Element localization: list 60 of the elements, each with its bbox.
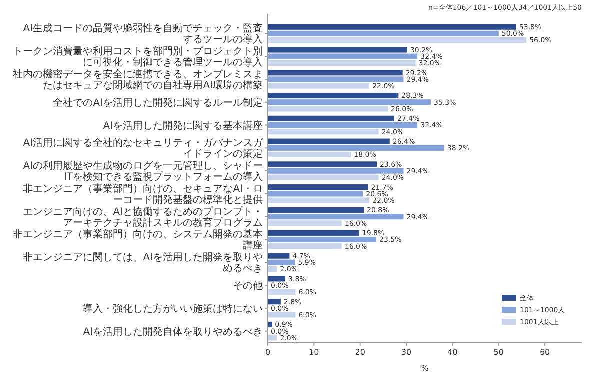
bar xyxy=(268,138,390,144)
x-tick-label: 0 xyxy=(265,348,271,357)
y-tick-label: 非エンジニアに関しては、AIを活用した開発を取りやめるべき xyxy=(23,252,263,275)
bar xyxy=(268,100,432,106)
x-tick-label: 40 xyxy=(448,348,458,357)
bar xyxy=(268,253,290,259)
bar xyxy=(268,162,377,168)
bar xyxy=(268,168,404,174)
y-tick-label: AIを活用した開発に関する基本講座 xyxy=(103,120,263,132)
y-tick-label: 社内の機密データを安全に連携できる、オンプレミスまたはセキュアな閉域網での自社専用AI環境の構築 xyxy=(13,68,263,92)
bar xyxy=(268,145,444,151)
bar xyxy=(268,289,296,295)
x-tick-label: 20 xyxy=(355,348,366,357)
bar xyxy=(268,152,352,158)
bar xyxy=(268,191,364,197)
bar xyxy=(268,129,379,135)
bar xyxy=(268,266,278,272)
x-tick-label: 10 xyxy=(309,348,320,357)
bar xyxy=(268,198,370,204)
y-tick-label: その他 xyxy=(233,280,263,292)
y-tick-label: 全社でのAIを活用した開発に関するルール制定 xyxy=(53,96,263,109)
bar xyxy=(268,214,404,220)
bar xyxy=(268,207,364,214)
bar xyxy=(268,24,516,30)
y-tick-label: トークン消費量や利用コストを部門別・プロジェクト別に可視化・制御できる管理ツールの導入 xyxy=(13,46,263,69)
bar xyxy=(268,312,296,318)
bar xyxy=(268,116,395,122)
bar xyxy=(268,236,377,243)
y-tick-label: AI活用に関する全社的なセキュリティ・ガバナンスガイドラインの策定 xyxy=(23,137,264,160)
bar xyxy=(268,244,342,250)
x-tick-label: 50 xyxy=(494,348,504,357)
bar xyxy=(268,60,416,66)
y-tick-label: AI生成コードの品質や脆弱性を自動でチェック・監査するツールの導入 xyxy=(23,22,263,46)
bar xyxy=(268,299,281,305)
y-tick-label: 非エンジニア（事業部門）向けの、セキュアなAI・ローコード開発基盤の標準化と提供 xyxy=(23,182,263,206)
y-tick-label: AIを活用した開発自体を取りやめるべき xyxy=(83,326,263,338)
bar xyxy=(268,30,499,36)
x-axis-title: % xyxy=(421,364,430,373)
y-tick-label: 導入・強化した方がいい施策は特にない xyxy=(83,302,263,315)
bar xyxy=(268,83,370,89)
bar xyxy=(268,230,360,236)
bar xyxy=(268,37,527,44)
bar xyxy=(268,106,388,112)
bar xyxy=(268,122,418,128)
x-tick-label: 30 xyxy=(401,348,412,357)
y-tick-label: 非エンジニア（事業部門）向けの、システム開発の基本講座 xyxy=(13,228,263,252)
bar xyxy=(268,76,404,82)
bar xyxy=(268,276,286,282)
bar xyxy=(268,174,379,180)
bar xyxy=(268,260,296,266)
y-tick-label: AIの利用履歴や生成物のログを一元管理し、シャドーITを検知できる監視プラットフォームの導入 xyxy=(23,160,263,184)
bar xyxy=(268,335,278,341)
x-tick-label: 60 xyxy=(540,348,550,357)
bar xyxy=(268,220,342,226)
bar xyxy=(268,70,403,76)
bar xyxy=(268,47,408,53)
bar xyxy=(268,92,399,99)
bar xyxy=(268,54,418,60)
y-tick-label: エンジニア向けの、AIと協働するためのプロンプト・アーキテクチャ設計スキルの教育プログラム xyxy=(23,206,263,229)
bar xyxy=(268,184,368,190)
